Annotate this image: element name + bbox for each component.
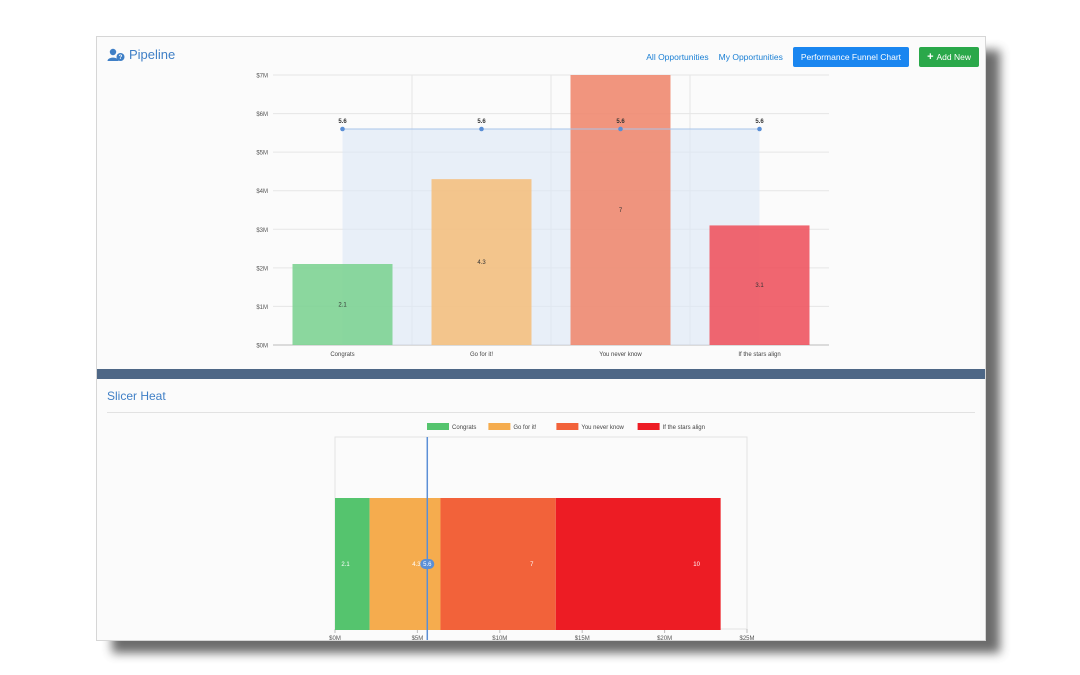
legend-swatch (637, 423, 660, 430)
dashboard-frame: ? Pipeline All Opportunities My Opportun… (96, 36, 986, 641)
x-tick-label: $20M (657, 636, 672, 640)
bar (709, 225, 810, 345)
segment-data-label: 2.1 (341, 562, 350, 568)
legend-label: You never know (581, 425, 624, 431)
slicer-heat-panel: Slicer Heat Congrats Go for it! You never … (97, 379, 985, 640)
segment-data-label: 7 (530, 562, 534, 568)
bar (292, 264, 393, 345)
x-tick-label: Congrats (330, 352, 354, 358)
add-new-button[interactable]: + Add New (919, 47, 979, 67)
bar (431, 179, 532, 345)
y-tick-label: $3M (256, 228, 268, 234)
segment-data-label: 4.3 (412, 562, 421, 568)
legend-label: If the stars align (663, 425, 705, 431)
bar-data-label: 7 (619, 208, 623, 214)
plus-icon: + (927, 51, 934, 63)
target-data-label: 5.6 (338, 119, 347, 125)
target-data-label: 5.6 (616, 119, 625, 125)
x-tick-label: Go for it! (470, 352, 493, 358)
marker-badge (420, 559, 435, 569)
target-data-label: 5.6 (755, 119, 764, 125)
slicer-heat-title: Slicer Heat (107, 389, 166, 403)
legend-swatch (427, 423, 449, 430)
target-point (618, 126, 623, 132)
y-tick-label: $5M (256, 151, 268, 157)
svg-text:?: ? (119, 55, 123, 61)
y-tick-label: $0M (256, 344, 268, 350)
my-opportunities-link[interactable]: My Opportunities (718, 52, 783, 62)
pipeline-header: ? Pipeline (107, 47, 175, 62)
x-tick-label: $15M (575, 636, 590, 640)
bar-data-label: 4.3 (477, 260, 486, 266)
target-point (757, 126, 762, 132)
page-title: Pipeline (129, 47, 176, 62)
pipeline-panel: ? Pipeline All Opportunities My Opportun… (97, 37, 985, 369)
target-point (340, 126, 345, 132)
y-tick-label: $4M (256, 189, 268, 195)
segment-data-label: 10 (693, 562, 700, 568)
legend-swatch (556, 423, 579, 430)
legend-swatch (488, 423, 511, 430)
title-divider (107, 412, 975, 413)
y-tick-label: $1M (256, 305, 268, 311)
x-tick-label: $0M (329, 636, 341, 640)
y-tick-label: $2M (256, 266, 268, 272)
bar (570, 75, 671, 345)
y-tick-label: $6M (256, 112, 268, 118)
target-band (342, 129, 760, 345)
x-tick-label: $5M (412, 636, 424, 640)
bar-data-label: 3.1 (755, 283, 764, 289)
bar-data-label: 2.1 (338, 303, 347, 309)
toolbar: All Opportunities My Opportunities Perfo… (646, 47, 979, 67)
x-tick-label: $10M (492, 636, 507, 640)
stacked-segment (440, 498, 556, 630)
stacked-segment (335, 498, 370, 630)
pipeline-bar-chart: $0M $1M $2M $3M $4M $5M $6M $7M 2.1 Congrats 4.3 Go… (256, 74, 829, 358)
slicer-heat-chart: Congrats Go for it! You never know If the s… (329, 423, 755, 640)
users-icon: ? (107, 48, 125, 61)
panel-divider (97, 369, 985, 379)
stacked-segment (555, 498, 721, 630)
all-opportunities-link[interactable]: All Opportunities (646, 52, 709, 62)
x-tick-label: $25M (739, 636, 754, 640)
target-point (479, 126, 484, 132)
performance-funnel-chart-button[interactable]: Performance Funnel Chart (792, 47, 910, 67)
legend-label: Go for it! (513, 425, 536, 431)
y-tick-label: $7M (256, 74, 268, 80)
add-new-label: Add New (936, 52, 972, 62)
legend-label: Congrats (452, 425, 476, 431)
x-tick-label: If the stars align (738, 352, 780, 358)
marker-label: 5.6 (423, 562, 432, 568)
x-tick-label: You never know (599, 352, 642, 358)
target-data-label: 5.6 (477, 119, 486, 125)
